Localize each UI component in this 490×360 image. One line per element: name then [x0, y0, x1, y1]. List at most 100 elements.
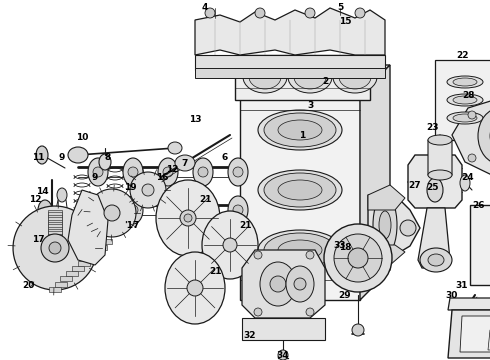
Polygon shape: [68, 190, 108, 265]
Bar: [60, 276, 73, 282]
Polygon shape: [195, 55, 385, 70]
Ellipse shape: [264, 233, 336, 267]
Text: 11: 11: [32, 153, 44, 162]
Ellipse shape: [36, 146, 48, 164]
Ellipse shape: [123, 158, 143, 186]
Text: 25: 25: [426, 184, 438, 193]
Bar: [48, 217, 62, 223]
Ellipse shape: [258, 170, 342, 210]
Ellipse shape: [305, 8, 315, 18]
Text: 28: 28: [462, 90, 474, 99]
Ellipse shape: [453, 114, 477, 122]
Ellipse shape: [468, 154, 476, 162]
Ellipse shape: [333, 61, 377, 93]
Text: 8: 8: [105, 153, 111, 162]
Polygon shape: [242, 318, 325, 340]
Ellipse shape: [175, 155, 195, 171]
Polygon shape: [428, 135, 452, 180]
Text: 31: 31: [456, 280, 468, 289]
Bar: [49, 287, 61, 292]
Polygon shape: [448, 298, 490, 310]
Ellipse shape: [142, 184, 154, 196]
Ellipse shape: [428, 170, 452, 180]
Ellipse shape: [352, 324, 364, 336]
Ellipse shape: [251, 91, 259, 99]
Text: 12: 12: [29, 195, 41, 204]
Ellipse shape: [278, 180, 322, 200]
Ellipse shape: [158, 196, 178, 224]
Polygon shape: [418, 208, 450, 268]
Bar: [48, 241, 62, 247]
Text: 21: 21: [239, 220, 251, 230]
Ellipse shape: [228, 196, 248, 224]
Ellipse shape: [93, 205, 103, 215]
Text: 7: 7: [182, 158, 188, 167]
Text: 17: 17: [32, 235, 44, 244]
Ellipse shape: [264, 173, 336, 207]
Ellipse shape: [249, 65, 281, 89]
Bar: [100, 239, 112, 244]
Bar: [48, 227, 62, 233]
Ellipse shape: [202, 211, 258, 279]
Text: 26: 26: [472, 201, 484, 210]
Ellipse shape: [258, 230, 342, 270]
Ellipse shape: [355, 8, 365, 18]
Bar: [48, 231, 62, 237]
Text: 21: 21: [199, 195, 211, 204]
Ellipse shape: [453, 78, 477, 86]
Text: 23: 23: [426, 123, 438, 132]
Bar: [83, 255, 95, 260]
Polygon shape: [240, 65, 390, 95]
Text: 27: 27: [409, 180, 421, 189]
Polygon shape: [368, 195, 420, 255]
Text: 21: 21: [209, 267, 221, 276]
Polygon shape: [360, 65, 390, 300]
Polygon shape: [488, 330, 490, 350]
Ellipse shape: [420, 248, 452, 272]
Polygon shape: [13, 206, 97, 290]
Polygon shape: [452, 95, 490, 178]
Polygon shape: [408, 155, 462, 208]
Ellipse shape: [38, 200, 52, 220]
Ellipse shape: [187, 280, 203, 296]
Polygon shape: [195, 68, 385, 78]
Ellipse shape: [341, 91, 349, 99]
Bar: [470, 205, 490, 285]
Ellipse shape: [294, 278, 306, 290]
Ellipse shape: [128, 167, 138, 177]
Ellipse shape: [198, 205, 208, 215]
Bar: [89, 250, 101, 255]
Polygon shape: [460, 316, 490, 352]
Ellipse shape: [373, 195, 397, 255]
Text: 34: 34: [277, 351, 289, 360]
Ellipse shape: [93, 167, 103, 177]
Ellipse shape: [348, 248, 368, 268]
Bar: [48, 229, 62, 235]
Text: 6: 6: [222, 153, 228, 162]
Bar: [48, 220, 62, 225]
Bar: [77, 261, 90, 266]
Polygon shape: [195, 8, 385, 55]
Ellipse shape: [447, 112, 483, 124]
Text: 5: 5: [337, 4, 343, 13]
Text: 24: 24: [462, 174, 474, 183]
Bar: [66, 271, 78, 276]
Bar: [48, 246, 62, 252]
Ellipse shape: [165, 252, 225, 324]
Bar: [55, 282, 67, 287]
Ellipse shape: [57, 188, 67, 202]
Ellipse shape: [168, 142, 182, 154]
Ellipse shape: [123, 196, 143, 224]
Ellipse shape: [163, 167, 173, 177]
Text: 10: 10: [76, 134, 88, 143]
Ellipse shape: [294, 65, 326, 89]
Ellipse shape: [278, 240, 322, 260]
Text: 4: 4: [202, 4, 208, 13]
Ellipse shape: [447, 94, 483, 106]
Bar: [435, 60, 490, 140]
Text: 16: 16: [156, 174, 168, 183]
Polygon shape: [130, 172, 166, 208]
Ellipse shape: [180, 210, 196, 226]
Ellipse shape: [306, 251, 314, 259]
Text: 18: 18: [339, 243, 351, 252]
